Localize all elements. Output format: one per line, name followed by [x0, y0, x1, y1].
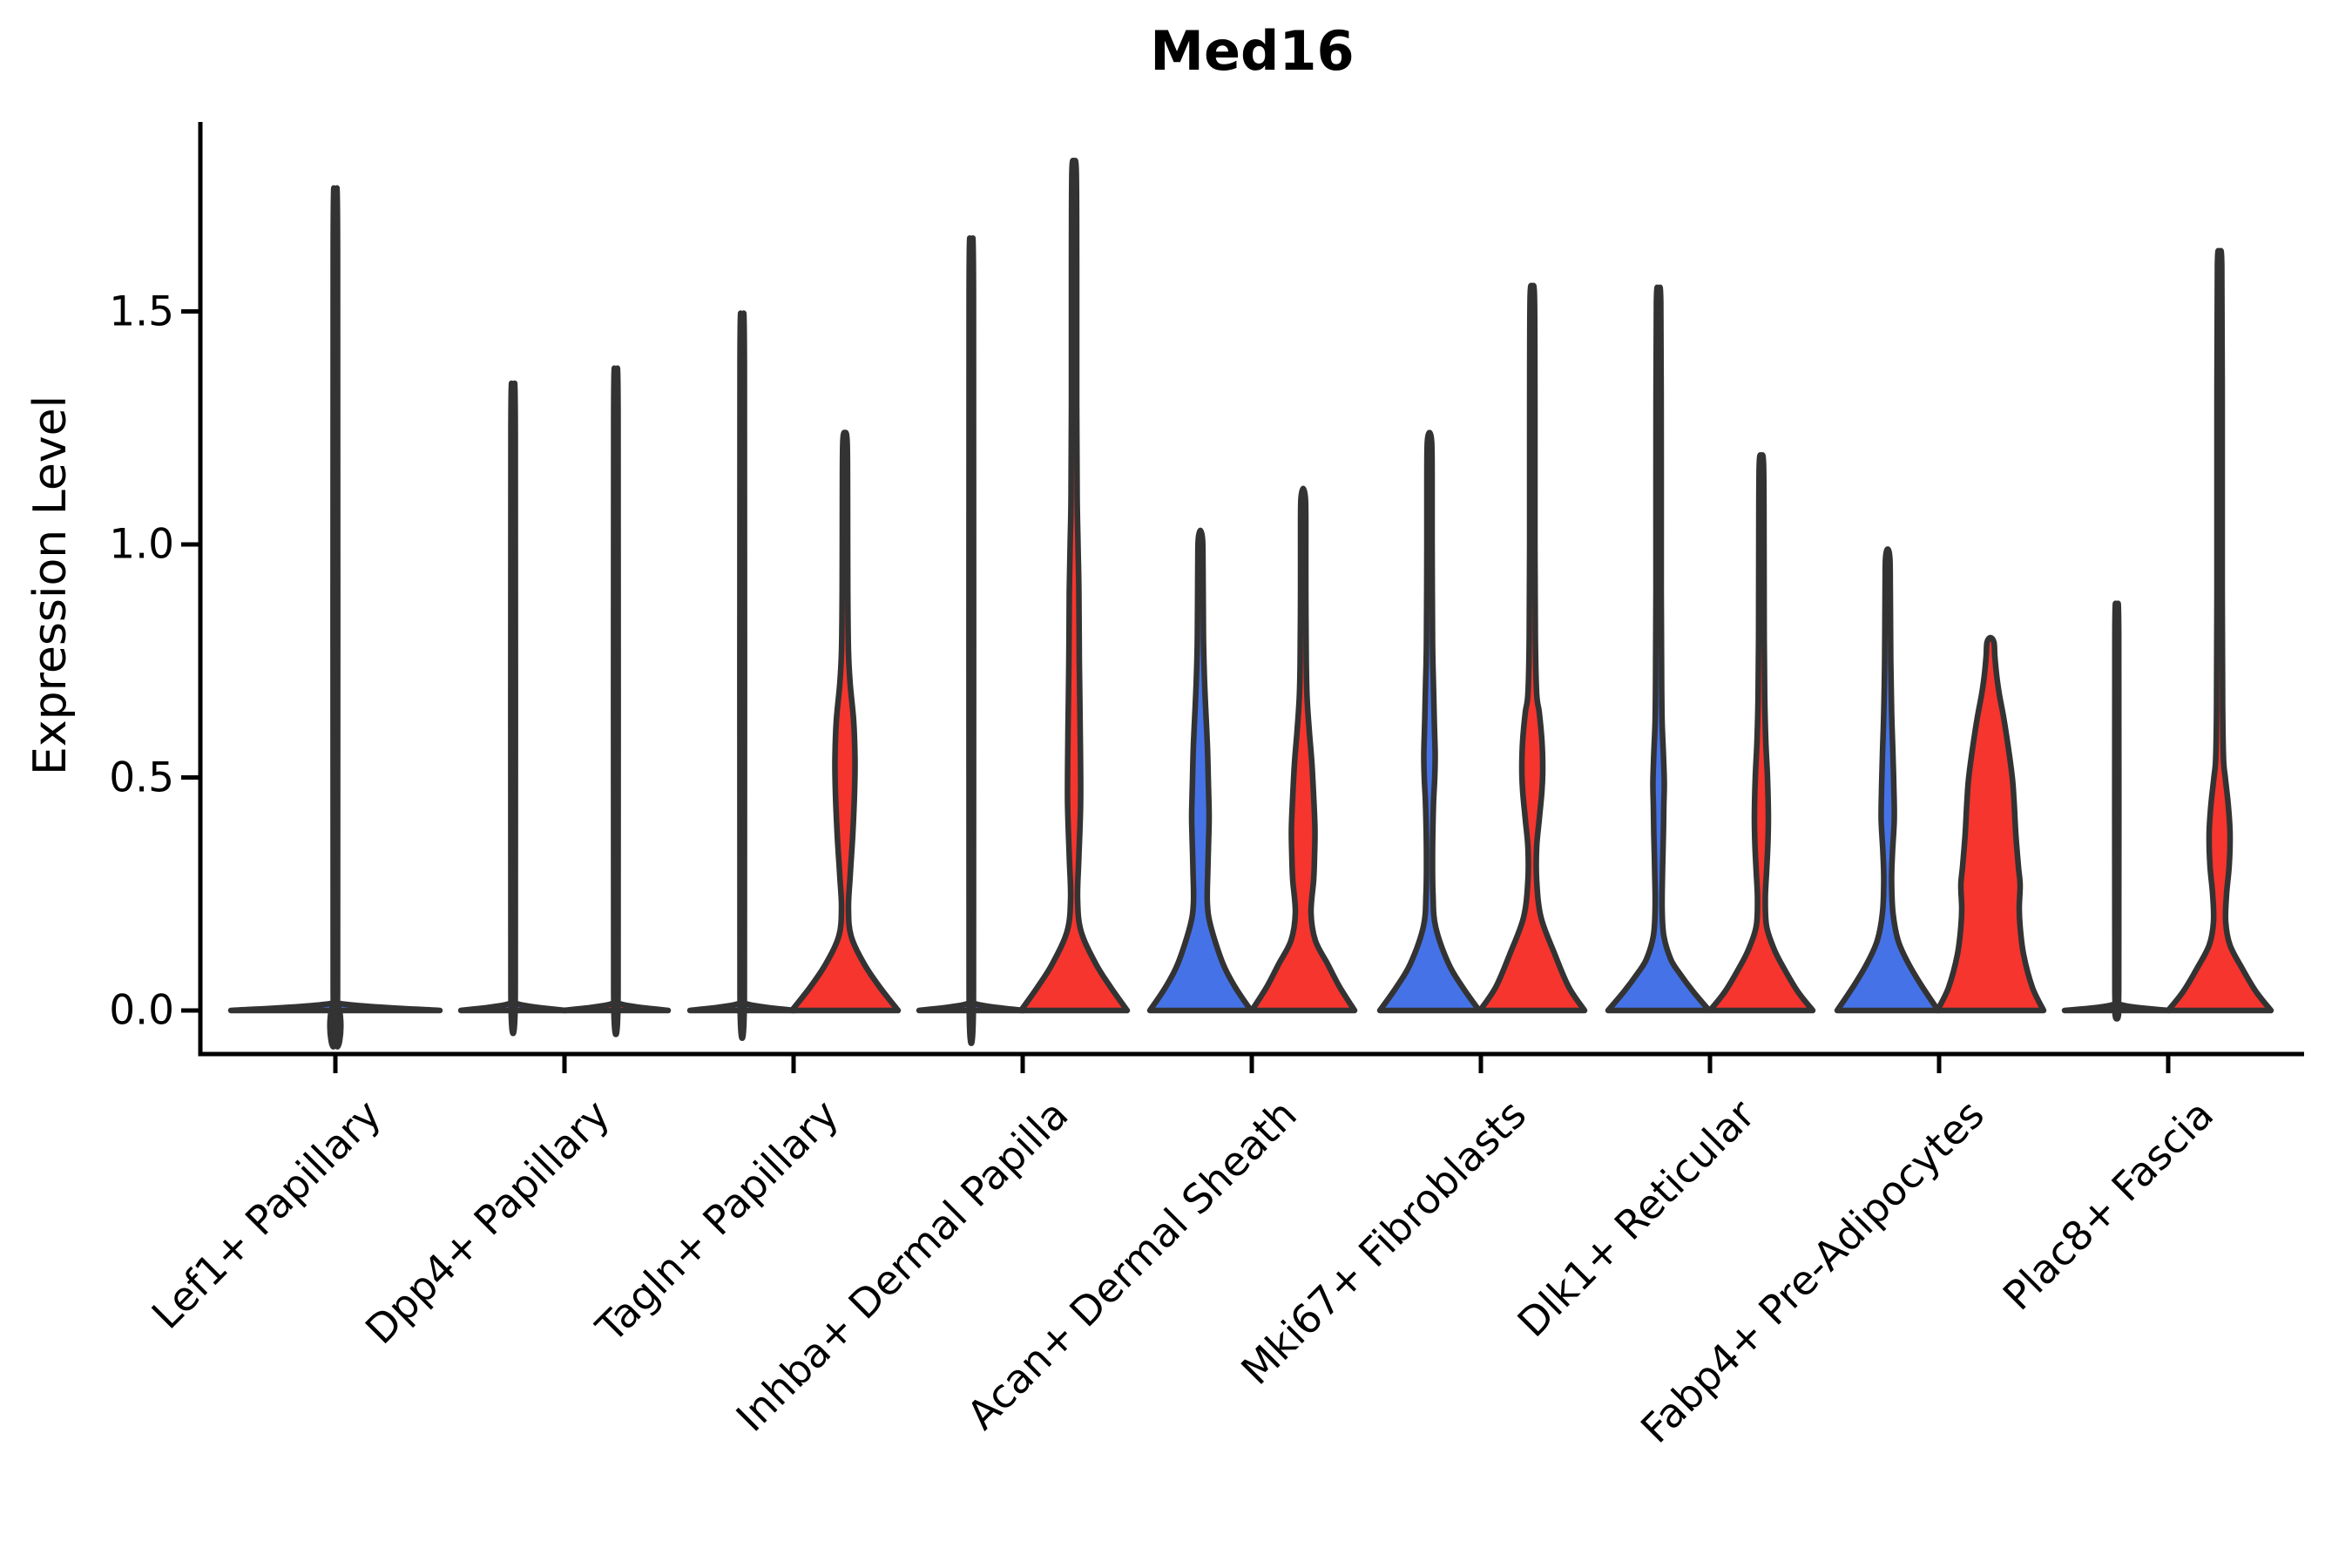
- violin-plac8-fascia-right: [2165, 247, 2274, 1014]
- y-tick-label-0.5: 0.5: [109, 754, 174, 801]
- violin-inhba-dermal-papilla-left: [916, 235, 1027, 1046]
- violin-tagln-papillary-left: [686, 310, 798, 1041]
- violin-dpp4-papillary-left: [457, 380, 569, 1037]
- violin-mki67-fibroblasts-right: [1477, 282, 1588, 1014]
- violin-lef1-papillary: [227, 185, 443, 1050]
- violin-dlk1-reticular-right: [1707, 452, 1816, 1014]
- violin-fabp4-pre-adipocytes-right: [1934, 634, 2047, 1014]
- y-tick-label-1.0: 1.0: [109, 520, 174, 569]
- violin-dpp4-papillary-right: [560, 365, 672, 1037]
- violin-plac8-fascia-left: [2061, 600, 2173, 1022]
- violin-inhba-dermal-papilla-right: [1017, 158, 1131, 1014]
- violin-fabp4-pre-adipocytes-left: [1834, 546, 1942, 1014]
- y-tick-label-1.5: 1.5: [109, 287, 174, 335]
- violin-tagln-papillary-right: [788, 429, 902, 1014]
- violin-acan-dermal-sheath-left: [1146, 527, 1254, 1014]
- violin-dlk1-reticular-left: [1605, 284, 1713, 1014]
- violin-mki67-fibroblasts-left: [1376, 429, 1483, 1014]
- chart-title: Med16: [1150, 19, 1355, 83]
- violin-acan-dermal-sheath-right: [1248, 485, 1358, 1014]
- y-tick-label-0.0: 0.0: [109, 986, 174, 1035]
